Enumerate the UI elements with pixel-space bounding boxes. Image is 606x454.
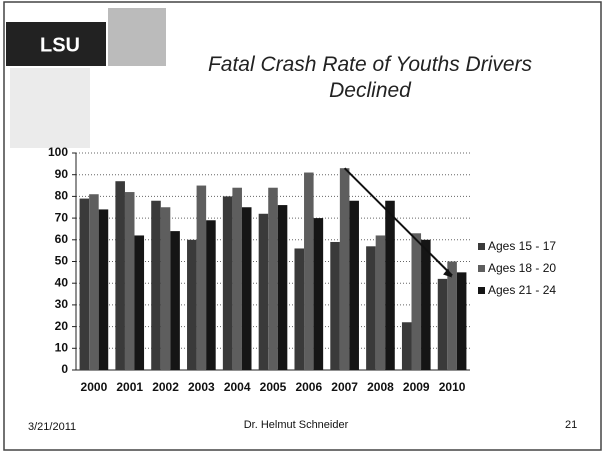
legend-label: Ages 21 - 24 <box>488 283 556 297</box>
y-tick-label: 90 <box>55 167 69 181</box>
slide-border <box>3 1 602 451</box>
bar <box>313 218 324 370</box>
bar <box>366 246 376 370</box>
bar <box>349 200 359 370</box>
y-tick-label: 10 <box>55 340 69 354</box>
bar <box>115 181 125 370</box>
bar <box>134 235 145 370</box>
bar <box>124 192 135 370</box>
bar <box>277 205 288 370</box>
y-tick-label: 20 <box>55 319 69 333</box>
legend-label: Ages 15 - 17 <box>488 239 556 253</box>
bar <box>79 198 90 370</box>
bar <box>98 209 109 370</box>
y-tick-label: 80 <box>55 189 69 203</box>
x-tick-label: 2004 <box>224 380 251 394</box>
legend-swatch <box>478 243 485 250</box>
bar <box>411 233 422 370</box>
bar <box>196 185 207 370</box>
bar <box>206 220 216 370</box>
trend-arrowhead <box>443 268 453 278</box>
legend-swatch <box>478 265 485 272</box>
bar <box>222 196 233 370</box>
bar <box>437 278 448 370</box>
x-tick-label: 2006 <box>295 380 322 394</box>
y-tick-label: 60 <box>55 232 69 246</box>
bar <box>187 239 197 370</box>
y-tick-label: 40 <box>55 275 69 289</box>
date: 3/21/2011 <box>28 421 76 433</box>
y-tick-label: 50 <box>55 254 69 268</box>
chart-title: Fatal Crash Rate of Youths Drivers Decli… <box>207 53 533 102</box>
logo-image <box>108 8 166 66</box>
bar <box>170 231 180 370</box>
bar <box>151 200 161 370</box>
x-tick-label: 2008 <box>367 380 394 394</box>
bar <box>421 239 431 370</box>
y-tick-label: 100 <box>48 145 68 159</box>
y-tick-label: 0 <box>61 362 68 376</box>
author: Dr. Helmut Schneider <box>244 419 349 431</box>
x-tick-label: 2009 <box>403 380 430 394</box>
bar <box>258 213 269 370</box>
bar <box>241 207 252 370</box>
trend-line <box>343 167 453 277</box>
bar <box>160 207 171 370</box>
bar <box>339 168 350 370</box>
x-tick-label: 2007 <box>331 380 358 394</box>
bar <box>89 194 99 370</box>
page-number: 21 <box>565 419 577 431</box>
logo-box <box>6 22 106 66</box>
logo-pattern <box>10 68 90 148</box>
bar <box>330 241 340 370</box>
bar <box>232 187 242 370</box>
x-tick-label: 2000 <box>81 380 108 394</box>
legend-swatch <box>478 287 485 294</box>
bar <box>268 187 278 370</box>
bar <box>385 200 395 370</box>
y-tick-label: 30 <box>55 297 69 311</box>
bar <box>456 272 467 370</box>
bar <box>294 248 305 370</box>
logo-text: LSU <box>40 34 80 56</box>
x-tick-label: 2003 <box>188 380 215 394</box>
x-tick-label: 2005 <box>260 380 287 394</box>
bar <box>401 322 412 370</box>
y-tick-label: 70 <box>55 210 69 224</box>
legend-label: Ages 18 - 20 <box>488 261 556 275</box>
bar <box>447 261 457 370</box>
x-tick-label: 2010 <box>439 380 466 394</box>
x-tick-label: 2001 <box>116 380 143 394</box>
bar <box>375 235 386 370</box>
bar <box>304 172 314 370</box>
x-tick-label: 2002 <box>152 380 179 394</box>
